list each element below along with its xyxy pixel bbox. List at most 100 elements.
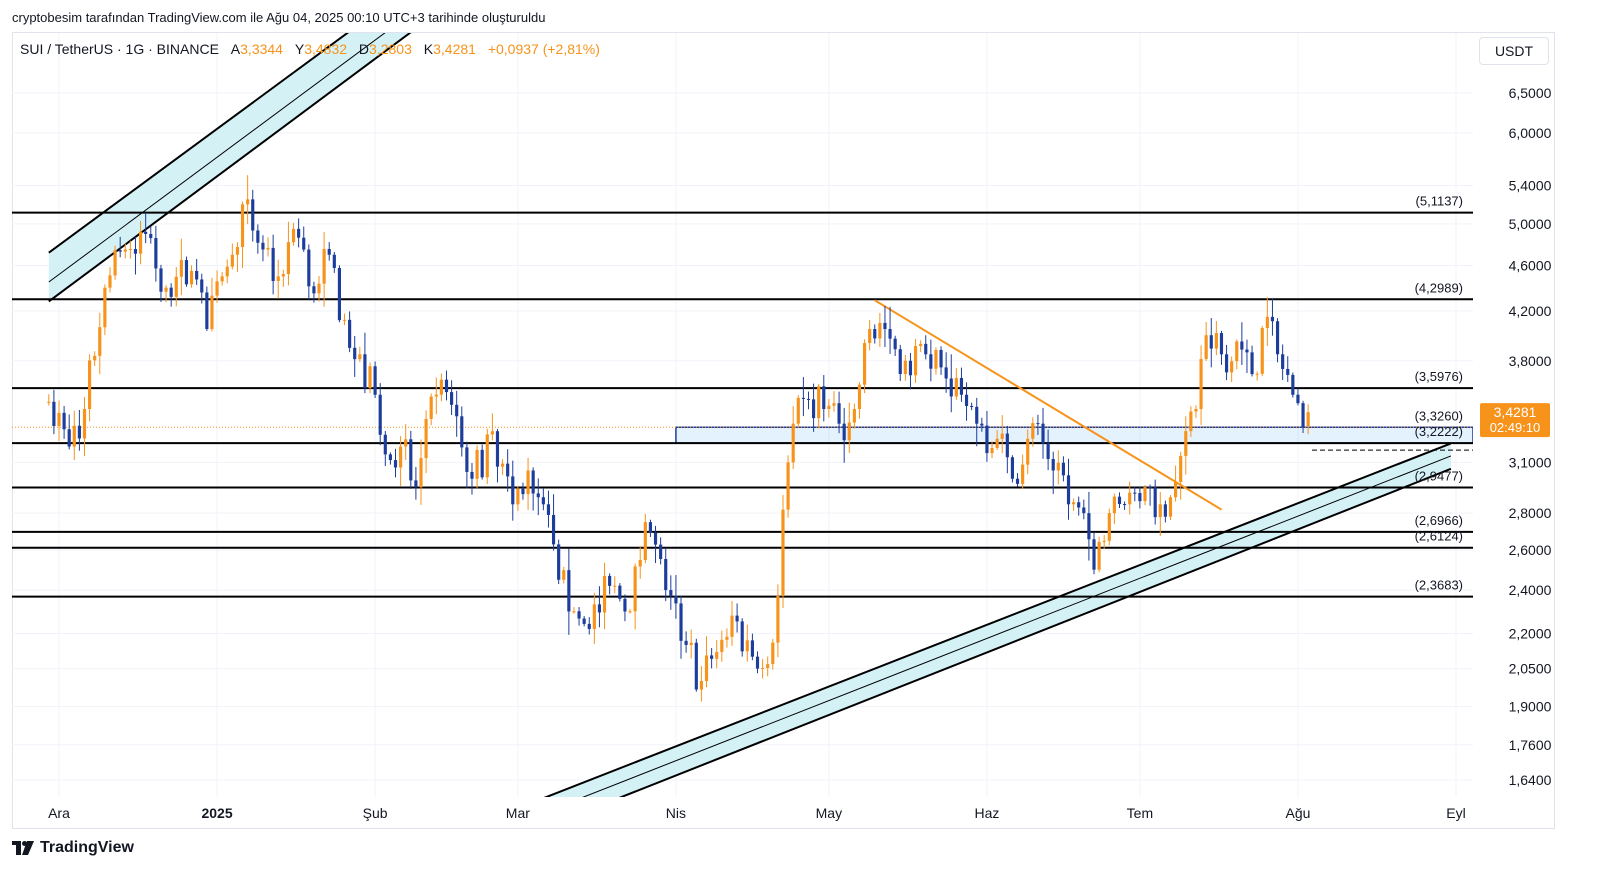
candle-2025-06-27 bbox=[1117, 496, 1122, 505]
level-label: (2,6124) bbox=[1415, 529, 1463, 544]
candle-2025-01-10 bbox=[261, 242, 265, 250]
candle-2025-03-19 bbox=[608, 575, 612, 586]
candle-2025-01-11 bbox=[266, 247, 270, 250]
candle-2025-07-06 bbox=[1163, 504, 1167, 517]
candle-2025-06-22 bbox=[1092, 539, 1096, 570]
candle-2025-04-29 bbox=[817, 386, 821, 419]
y-tick-label: 6,5000 bbox=[1509, 85, 1552, 101]
candle-2025-08-01 bbox=[1296, 394, 1300, 404]
y-tick-label: 5,0000 bbox=[1509, 216, 1552, 232]
candle-2025-01-05 bbox=[235, 247, 240, 255]
candle-2025-07-08 bbox=[1173, 482, 1178, 498]
candle-2025-07-22 bbox=[1245, 349, 1249, 353]
candle-2024-12-17 bbox=[138, 231, 143, 254]
level-label: (3,2222) bbox=[1415, 424, 1463, 439]
candle-2025-07-23 bbox=[1250, 352, 1254, 375]
x-tick-label: Ağu bbox=[1285, 805, 1310, 821]
candle-2025-06-04 bbox=[1000, 433, 1004, 439]
chart-frame bbox=[12, 32, 1555, 829]
candle-2025-03-23 bbox=[628, 611, 632, 613]
candle-2025-03-22 bbox=[623, 598, 627, 612]
candle-2024-12-10 bbox=[103, 287, 107, 328]
low-label: D bbox=[358, 41, 370, 57]
candle-2025-03-18 bbox=[602, 575, 607, 613]
candle-2025-01-08 bbox=[251, 199, 255, 231]
candle-2025-05-30 bbox=[975, 406, 979, 424]
candle-2024-12-16 bbox=[133, 249, 138, 254]
candle-2025-02-24 bbox=[490, 431, 494, 435]
candle-2025-05-29 bbox=[970, 406, 974, 408]
upper-channel-mid-line bbox=[48, 33, 386, 283]
candle-2025-04-07 bbox=[704, 655, 709, 681]
candle-2024-11-29 bbox=[47, 401, 51, 403]
level-label: (3,5976) bbox=[1415, 369, 1463, 384]
x-tick-label: Haz bbox=[974, 805, 999, 821]
candle-2025-05-19 bbox=[919, 343, 923, 347]
candle-2025-05-10 bbox=[873, 329, 877, 339]
x-tick-label: Eyl bbox=[1446, 805, 1465, 821]
candle-2025-06-24 bbox=[1102, 540, 1106, 542]
candle-2025-03-16 bbox=[592, 604, 596, 629]
candles bbox=[47, 175, 1310, 702]
candle-2025-02-26 bbox=[500, 463, 505, 467]
candle-2025-01-31 bbox=[368, 366, 372, 389]
candle-2025-07-10 bbox=[1184, 431, 1188, 456]
candle-2025-04-22 bbox=[781, 509, 785, 597]
lower-channel-mid-line bbox=[582, 455, 1452, 797]
candle-2024-12-06 bbox=[82, 408, 87, 439]
candle-2025-06-28 bbox=[1123, 504, 1127, 506]
time-axis: Ara 2025 Şub Mar Nis May Haz Tem Ağu Eyl bbox=[48, 805, 1466, 821]
candle-2025-04-04 bbox=[689, 642, 693, 645]
tradingview-logo-icon bbox=[12, 841, 34, 855]
symbol-legend: SUI / TetherUS · 1G · BINANCE A3,3344 Y3… bbox=[20, 41, 600, 57]
candle-2025-07-05 bbox=[1158, 504, 1162, 518]
y-tick-label: 2,6000 bbox=[1509, 542, 1552, 558]
candle-2025-06-05 bbox=[1005, 433, 1009, 458]
y-tick-label: 2,2000 bbox=[1509, 625, 1552, 641]
candle-2025-06-03 bbox=[995, 438, 999, 448]
candle-2025-02-23 bbox=[485, 434, 489, 478]
symbol-title[interactable]: SUI / TetherUS · 1G · BINANCE bbox=[20, 41, 219, 57]
candle-2025-02-08 bbox=[409, 439, 413, 481]
candle-2025-05-04 bbox=[842, 423, 846, 441]
candle-2025-04-18 bbox=[761, 667, 765, 669]
candle-2025-03-31 bbox=[669, 590, 673, 596]
candle-2025-04-11 bbox=[725, 636, 729, 640]
level-label: (5,1137) bbox=[1416, 194, 1463, 209]
candle-2025-07-03 bbox=[1148, 487, 1152, 489]
candle-2025-04-30 bbox=[822, 386, 826, 409]
y-tick-label: 3,8000 bbox=[1509, 353, 1552, 369]
candle-2024-12-19 bbox=[149, 233, 153, 239]
candle-2025-02-09 bbox=[414, 480, 418, 488]
candle-2025-04-21 bbox=[776, 596, 780, 643]
candle-2025-02-13 bbox=[434, 394, 438, 397]
bar-countdown: 02:49:10 bbox=[1490, 420, 1541, 435]
candle-2025-04-24 bbox=[791, 423, 795, 463]
tradingview-logo[interactable]: TradingView bbox=[12, 839, 134, 857]
brand-name: TradingView bbox=[40, 839, 134, 856]
candle-2024-12-21 bbox=[159, 268, 163, 292]
level-label: (2,3683) bbox=[1415, 578, 1463, 593]
candle-2025-04-27 bbox=[806, 398, 811, 400]
candle-2025-04-15 bbox=[745, 640, 749, 652]
candle-2025-01-25 bbox=[337, 267, 342, 321]
candle-2025-02-02 bbox=[378, 394, 382, 435]
candle-2025-06-10 bbox=[1031, 423, 1035, 439]
candle-2024-12-24 bbox=[174, 276, 178, 297]
y-tick-label: 2,0500 bbox=[1509, 661, 1552, 677]
candle-2025-04-09 bbox=[715, 651, 719, 659]
candle-2025-01-01 bbox=[215, 281, 219, 296]
candle-2025-03-09 bbox=[557, 544, 561, 580]
candle-2025-06-01 bbox=[985, 425, 989, 454]
close-label: K bbox=[423, 41, 434, 57]
candle-2025-04-06 bbox=[699, 680, 703, 690]
candle-2025-04-16 bbox=[750, 640, 754, 657]
candle-2025-03-24 bbox=[633, 566, 637, 612]
candle-2025-02-11 bbox=[424, 419, 428, 459]
currency-button[interactable]: USDT bbox=[1479, 37, 1549, 65]
candle-2025-06-09 bbox=[1026, 438, 1030, 465]
candle-2025-06-16 bbox=[1061, 462, 1065, 476]
candle-2025-07-01 bbox=[1138, 493, 1142, 502]
candle-2024-12-29 bbox=[200, 279, 204, 293]
